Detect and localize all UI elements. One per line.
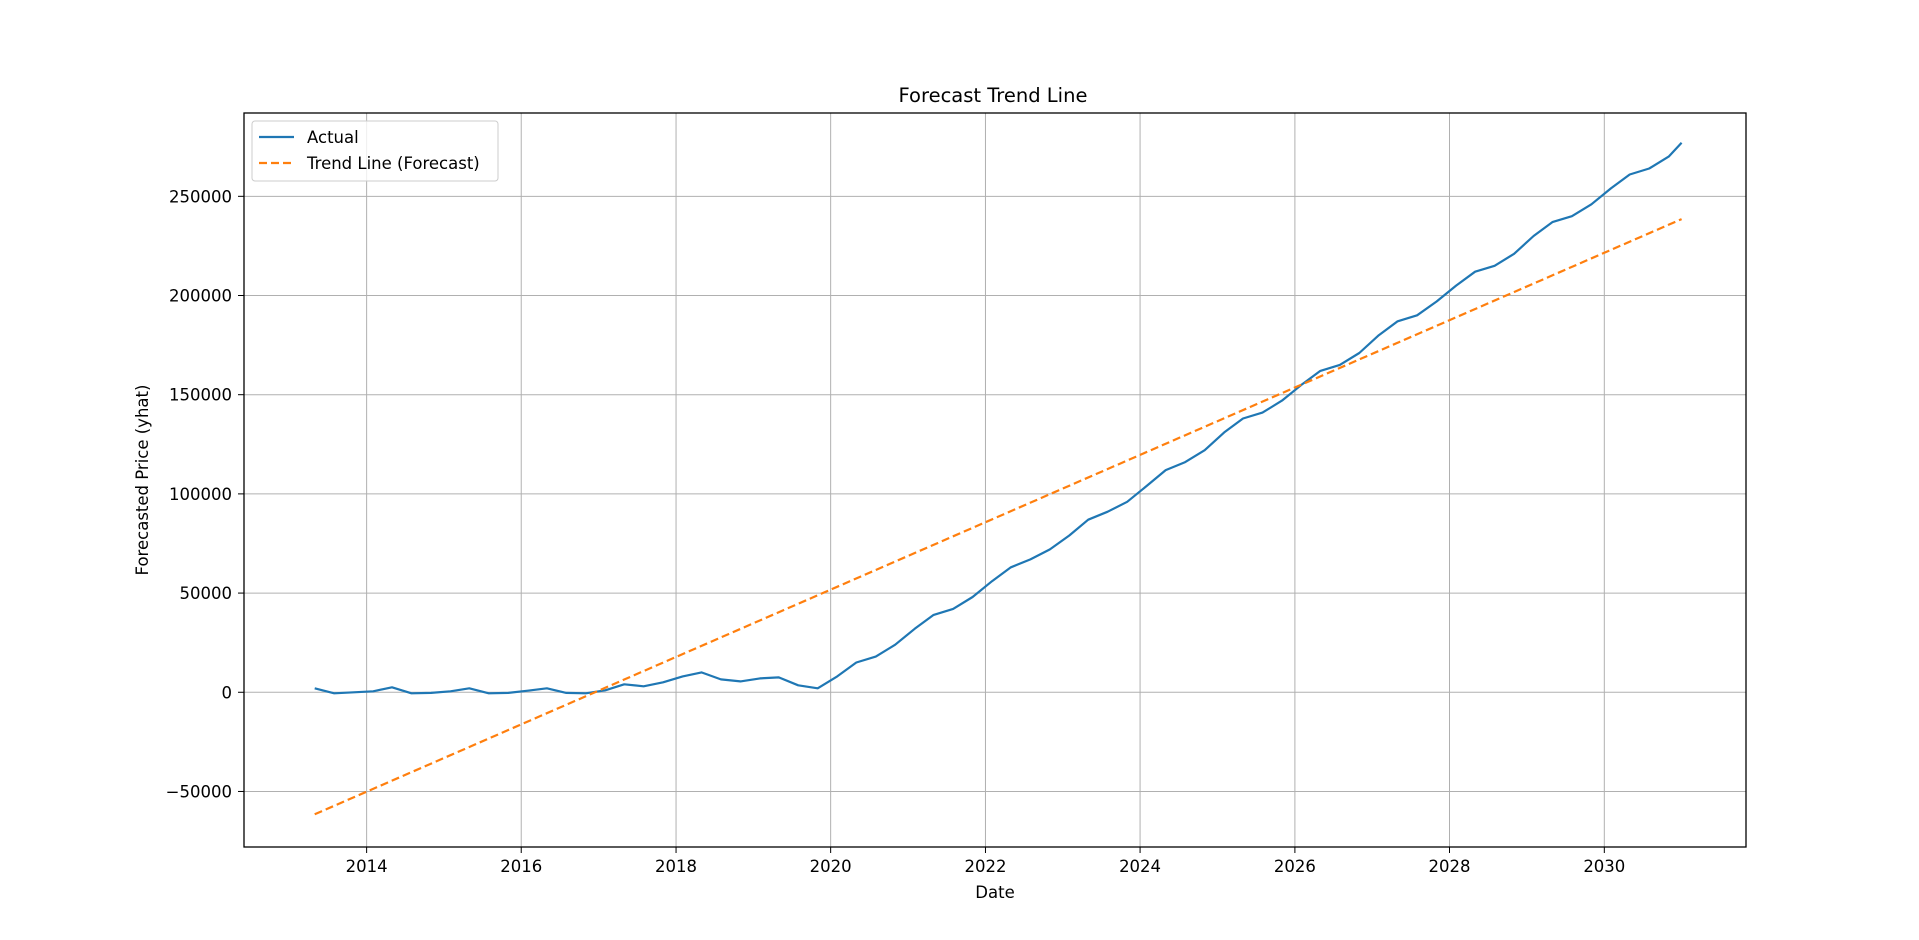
legend-box: [251, 120, 499, 182]
y-tick-label: −50000: [166, 782, 232, 801]
x-axis-title: Date: [975, 883, 1014, 902]
y-axis: −50000 0 50000 100000 150000 200000 250000: [166, 187, 244, 801]
x-tick-label: 2028: [1428, 857, 1470, 876]
legend-label-actual: Actual: [307, 128, 359, 147]
x-tick-label: 2030: [1583, 857, 1625, 876]
x-tick-label: 2026: [1274, 857, 1316, 876]
y-tick-label: 250000: [169, 187, 232, 206]
plot-frame: [243, 112, 1747, 848]
y-tick-label: 200000: [169, 287, 232, 306]
series-layer: [314, 142, 1683, 816]
series-line-actual: [314, 142, 1683, 695]
legend: Actual Trend Line (Forecast): [251, 120, 499, 182]
x-tick-label: 2016: [500, 857, 542, 876]
x-tick-label: 2024: [1119, 857, 1161, 876]
y-tick-label: 100000: [169, 485, 232, 504]
x-tick-label: 2022: [964, 857, 1006, 876]
x-tick-label: 2014: [346, 857, 388, 876]
x-tick-label: 2018: [655, 857, 697, 876]
series-line-trend-line-forecast: [314, 218, 1683, 816]
y-tick-label: 50000: [180, 584, 233, 603]
x-axis: 2014 2016 2018 2020 2022 2024 2026 2028 2030: [346, 847, 1625, 876]
legend-label-trend-forecast: Trend Line (Forecast): [306, 154, 480, 173]
x-tick-label: 2020: [810, 857, 852, 876]
chart-title: Forecast Trend Line: [899, 84, 1088, 107]
grid: [244, 113, 1746, 847]
y-tick-label: 150000: [169, 386, 232, 405]
y-axis-title: Forecasted Price (yhat): [133, 385, 152, 576]
y-tick-label: 0: [222, 683, 233, 702]
